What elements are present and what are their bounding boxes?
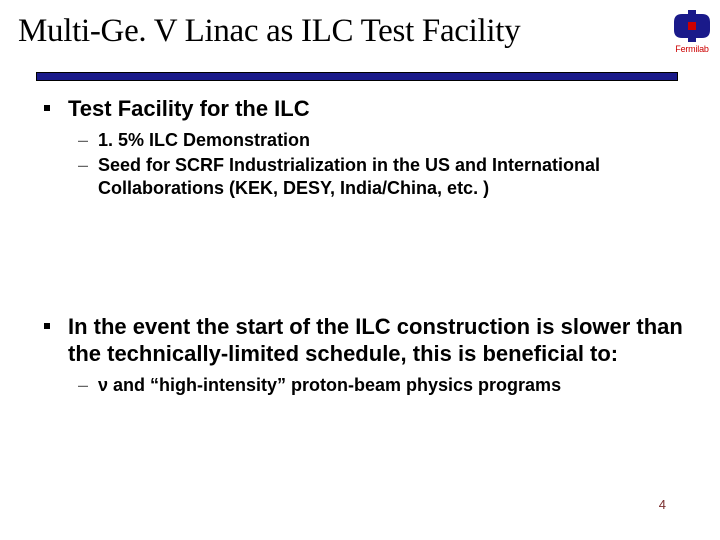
sub-bullet-text: ν and “high-intensity” proton-beam physi… (98, 374, 561, 397)
bullet-level2: – 1. 5% ILC Demonstration (78, 129, 684, 152)
dash-icon: – (78, 154, 88, 177)
bullet-level1: Test Facility for the ILC (44, 95, 684, 123)
slide-title: Multi-Ge. V Linac as ILC Test Facility (18, 13, 666, 50)
fermilab-logo-text: Fermilab (675, 44, 708, 54)
slide: Multi-Ge. V Linac as ILC Test Facility F… (0, 0, 720, 540)
sub-bullet-group: – ν and “high-intensity” proton-beam phy… (78, 374, 684, 397)
title-underline (36, 72, 678, 81)
fermilab-logo: Fermilab (674, 10, 710, 54)
page-number: 4 (659, 497, 666, 512)
sub-bullet-text: Seed for SCRF Industrialization in the U… (98, 154, 684, 201)
bullet-level1: In the event the start of the ILC constr… (44, 313, 684, 368)
bullet-text: In the event the start of the ILC constr… (68, 313, 684, 368)
bullet-level2: – Seed for SCRF Industrialization in the… (78, 154, 684, 201)
fermilab-logo-icon (674, 10, 710, 42)
bullet-text: Test Facility for the ILC (68, 95, 310, 123)
sub-bullet-group: – 1. 5% ILC Demonstration – Seed for SCR… (78, 129, 684, 201)
content-area: Test Facility for the ILC – 1. 5% ILC De… (0, 81, 720, 397)
dash-icon: – (78, 129, 88, 152)
header: Multi-Ge. V Linac as ILC Test Facility F… (0, 0, 720, 54)
sub-bullet-text: 1. 5% ILC Demonstration (98, 129, 310, 152)
dash-icon: – (78, 374, 88, 397)
bullet-dot-icon (44, 323, 50, 329)
spacer (44, 203, 684, 313)
bullet-level2: – ν and “high-intensity” proton-beam phy… (78, 374, 684, 397)
bullet-dot-icon (44, 105, 50, 111)
